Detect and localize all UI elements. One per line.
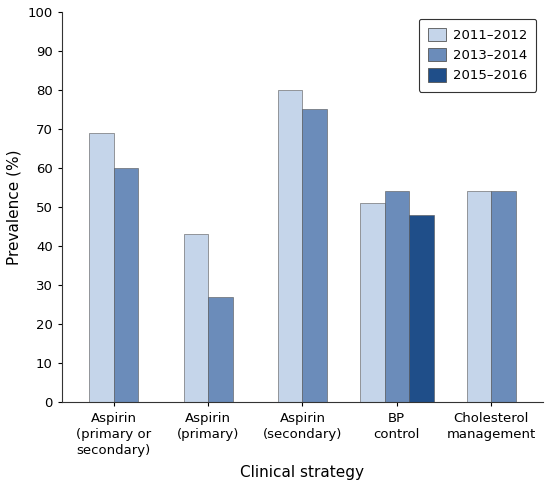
Bar — [302, 110, 327, 402]
X-axis label: Clinical strategy: Clinical strategy — [240, 465, 365, 480]
Bar — [409, 215, 433, 402]
Bar — [491, 191, 516, 402]
Bar — [114, 168, 138, 402]
Y-axis label: Prevalence (%): Prevalence (%) — [7, 149, 22, 265]
Bar — [360, 203, 384, 402]
Bar — [208, 297, 233, 402]
Bar — [89, 133, 114, 402]
Bar — [184, 234, 208, 402]
Legend: 2011–2012, 2013–2014, 2015–2016: 2011–2012, 2013–2014, 2015–2016 — [419, 19, 536, 92]
Bar — [384, 191, 409, 402]
Bar — [278, 90, 302, 402]
Bar — [466, 191, 491, 402]
